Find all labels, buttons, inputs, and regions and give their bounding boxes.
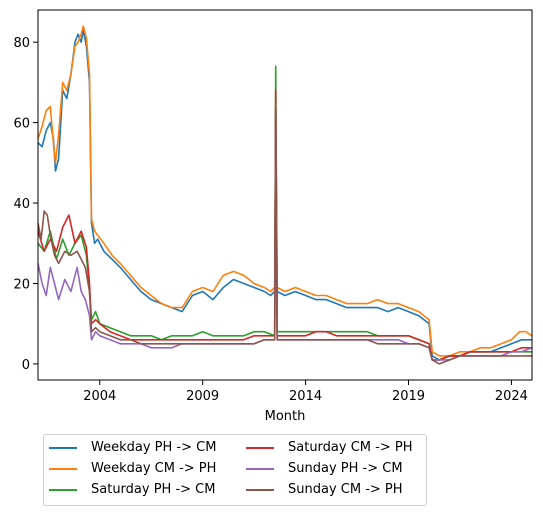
x-axis: 2004 2009 2014 2019 2024 — [83, 380, 528, 404]
x-tick-label-3: 2019 — [392, 389, 425, 404]
legend-label: Weekday CM -> PH — [91, 461, 217, 476]
y-tick-label-2: 40 — [13, 197, 30, 212]
series-line-3 — [37, 89, 532, 361]
legend-label: Sunday CM -> PH — [288, 482, 403, 497]
x-tick-label-2: 2014 — [289, 389, 322, 404]
legend: Weekday PH -> CM Weekday CM -> PH Saturday… — [43, 434, 427, 506]
series-line-2 — [37, 65, 532, 361]
legend-item: Weekday PH -> CM — [49, 440, 216, 455]
series-line-5 — [37, 101, 532, 365]
y-tick-label-1: 20 — [13, 277, 30, 292]
x-axis-label: Month — [265, 409, 306, 424]
legend-label: Saturday PH -> CM — [91, 482, 216, 497]
y-axis: 0 20 40 60 80 — [13, 36, 38, 373]
legend-swatch — [246, 488, 274, 491]
x-tick-label-4: 2024 — [495, 389, 528, 404]
legend-swatch — [246, 467, 274, 470]
series-line-0 — [37, 29, 532, 361]
series-line-4 — [37, 113, 533, 361]
legend-label: Weekday PH -> CM — [91, 440, 217, 455]
legend-swatch — [49, 488, 77, 491]
legend-item: Weekday CM -> PH — [49, 461, 216, 476]
legend-label: Saturday CM -> PH — [288, 440, 413, 455]
line-chart: 2004 2009 2014 2019 2024 0 20 40 60 80 Month — [13, 9, 533, 424]
y-tick-label-4: 80 — [13, 36, 30, 51]
legend-item: Saturday CM -> PH — [246, 440, 412, 455]
legend-swatch — [49, 446, 77, 449]
legend-swatch — [49, 467, 77, 470]
legend-swatch — [246, 446, 274, 449]
legend-item: Saturday PH -> CM — [49, 482, 215, 497]
legend-item: Sunday CM -> PH — [246, 482, 403, 497]
legend-item: Sunday PH -> CM — [246, 461, 403, 476]
series-layer — [37, 25, 533, 365]
y-tick-label-3: 60 — [13, 117, 30, 132]
series-line-1 — [37, 25, 533, 357]
plot-frame — [37, 9, 533, 381]
x-tick-label-1: 2009 — [186, 389, 219, 404]
legend-label: Sunday PH -> CM — [288, 461, 403, 476]
x-tick-label-0: 2004 — [83, 389, 116, 404]
y-tick-label-0: 0 — [22, 358, 30, 373]
